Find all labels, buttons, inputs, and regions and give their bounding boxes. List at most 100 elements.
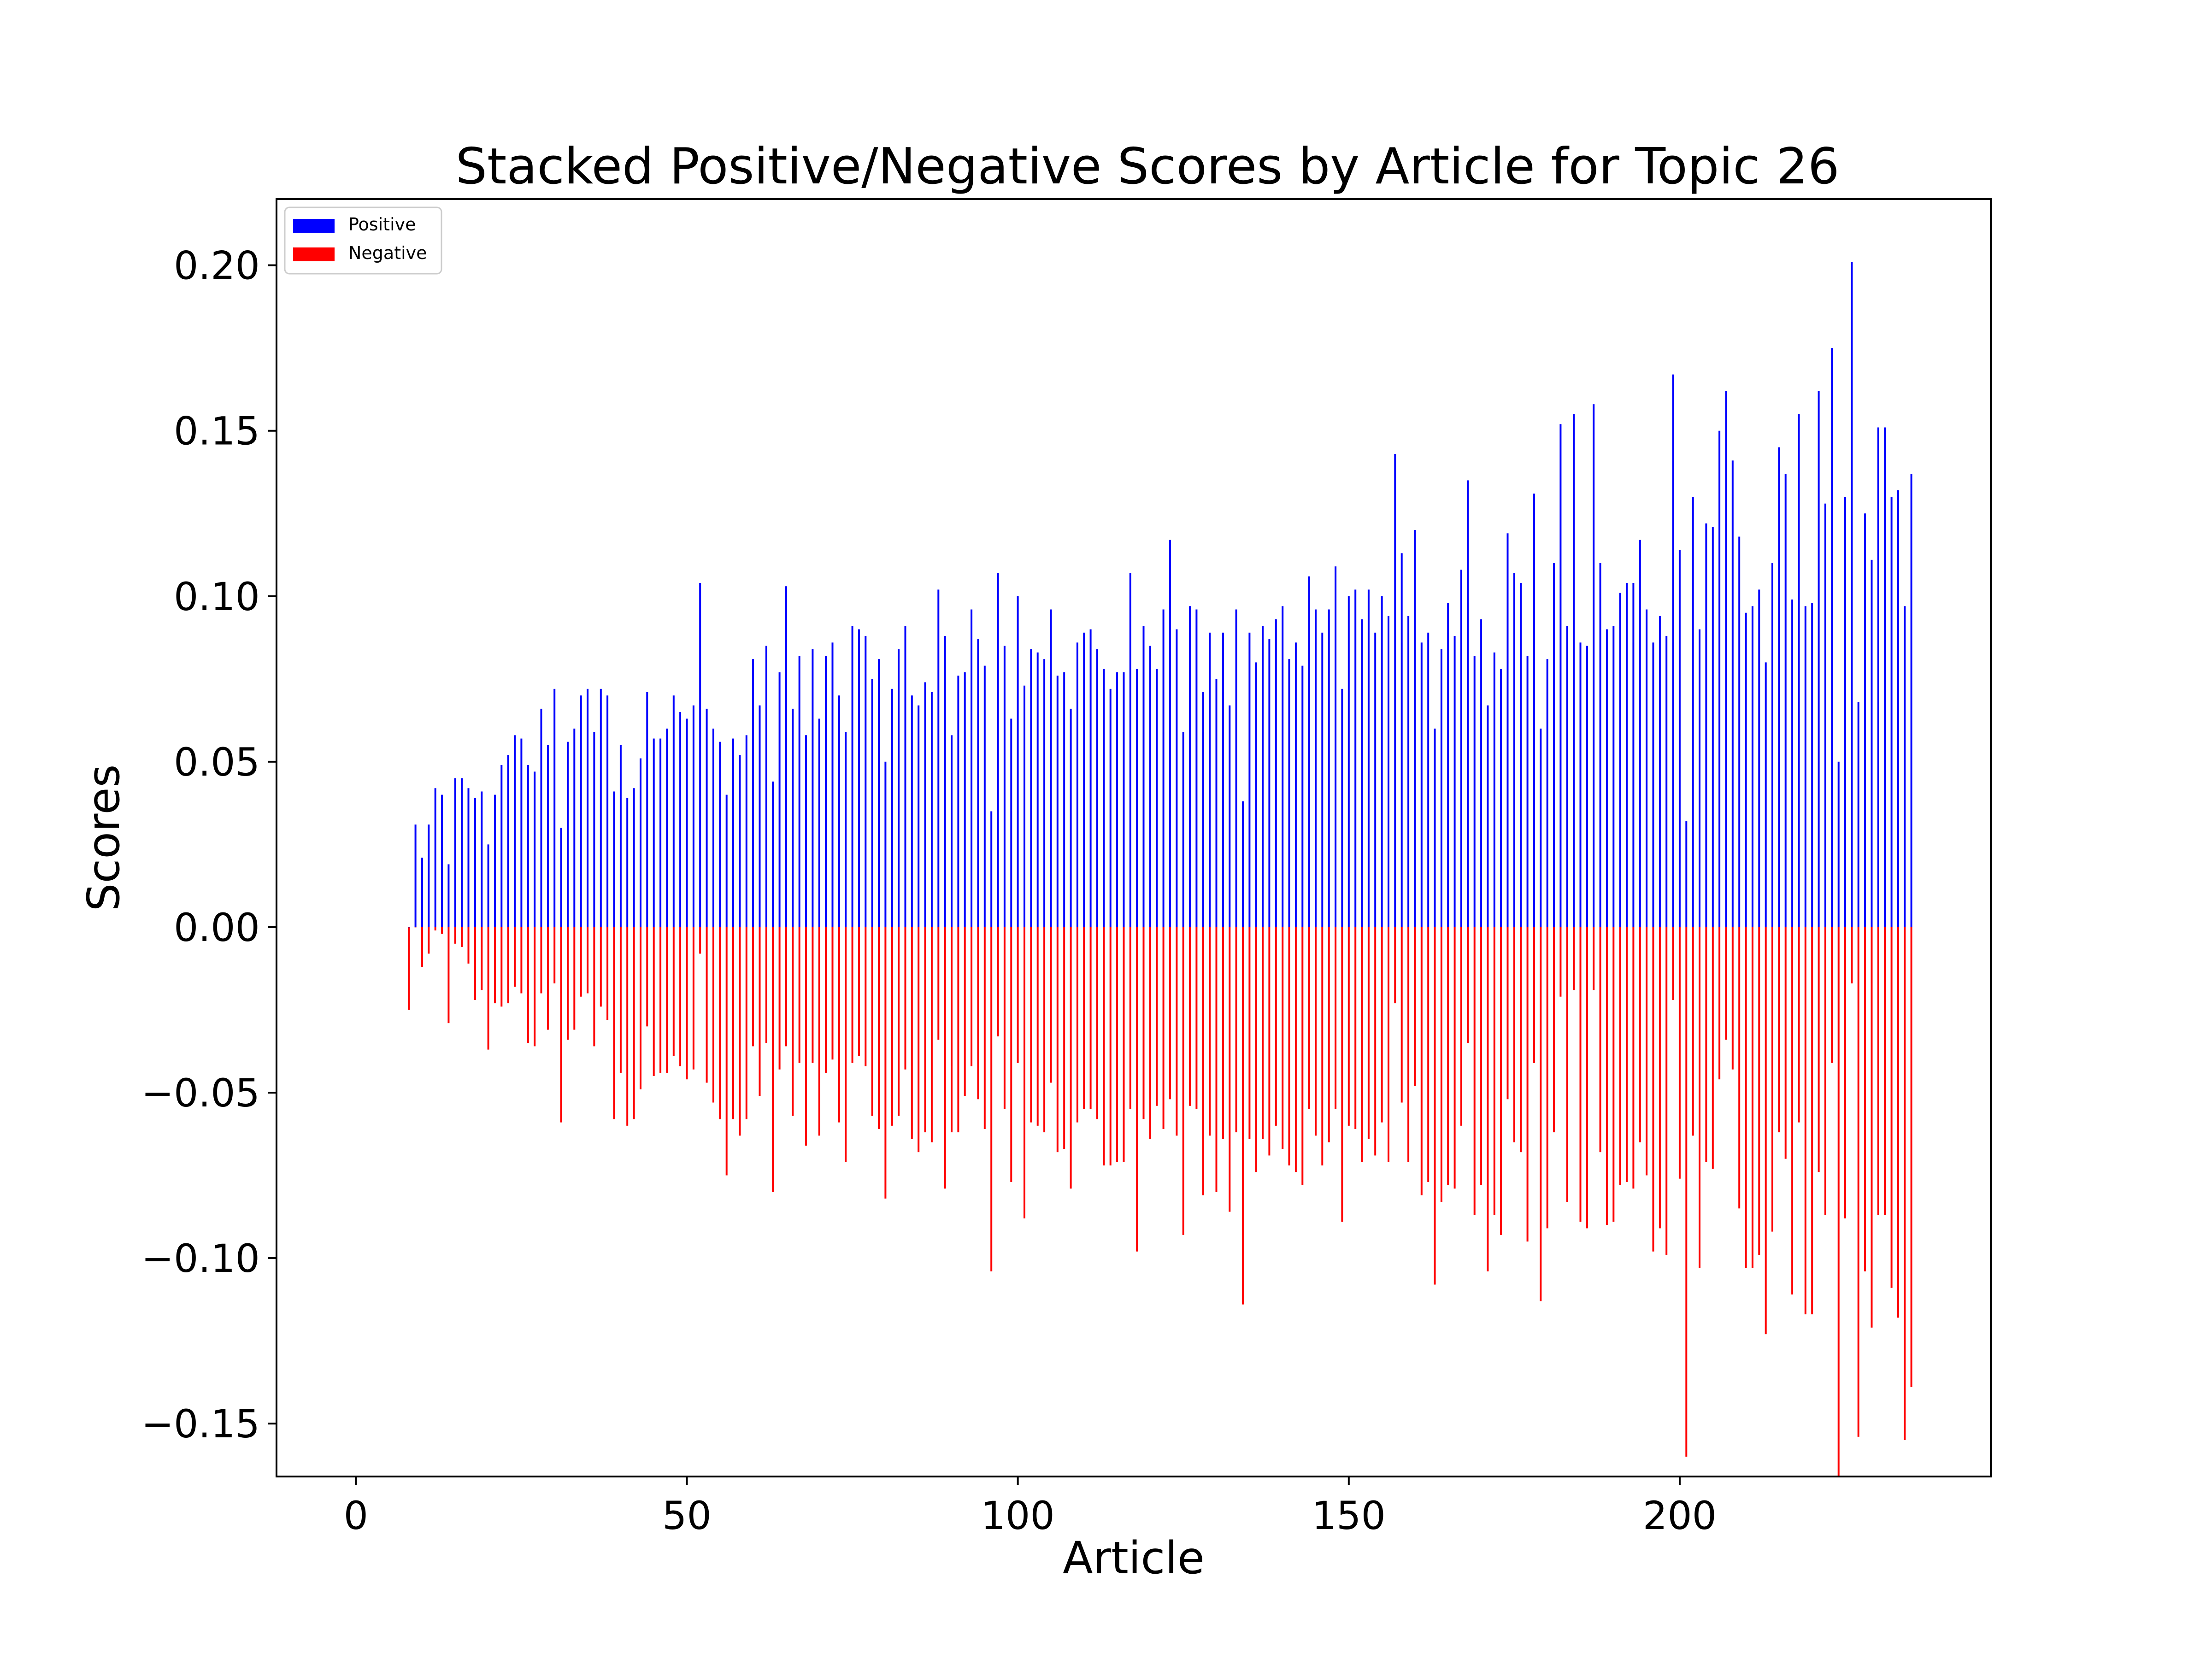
bar-negative bbox=[1282, 927, 1284, 1149]
bar-positive bbox=[1262, 626, 1264, 927]
bar-positive bbox=[1857, 702, 1859, 927]
bar-positive bbox=[878, 659, 880, 927]
bar-negative bbox=[1851, 927, 1853, 983]
bar-negative bbox=[619, 927, 622, 1073]
bar-negative bbox=[593, 927, 595, 1047]
y-axis: −0.15 −0.10 −0.05 0.00 0.05 0.10 0.15 0.20 bbox=[141, 243, 276, 1447]
bar-negative bbox=[937, 927, 940, 1040]
bar-positive bbox=[1718, 430, 1721, 927]
bar-positive bbox=[772, 781, 774, 927]
bar-positive bbox=[461, 778, 463, 927]
bar-positive bbox=[520, 738, 523, 927]
bar-positive bbox=[1851, 262, 1853, 927]
bar-negative bbox=[626, 927, 629, 1126]
bar-positive bbox=[1910, 474, 1912, 927]
bar-negative bbox=[421, 927, 423, 967]
bar-positive bbox=[1414, 530, 1416, 927]
bar-negative bbox=[858, 927, 860, 1056]
bar-negative bbox=[1156, 927, 1158, 1106]
bar-positive bbox=[1268, 639, 1271, 927]
bar-positive bbox=[646, 692, 648, 927]
bar-positive bbox=[1725, 391, 1727, 927]
bar-positive bbox=[1229, 705, 1231, 927]
bar-positive bbox=[865, 635, 867, 927]
bar-positive bbox=[1738, 536, 1741, 927]
bar-positive bbox=[1884, 427, 1886, 927]
bar-positive bbox=[1129, 573, 1131, 927]
bar-positive bbox=[1639, 540, 1641, 927]
bar-negative bbox=[1513, 927, 1515, 1142]
bar-negative bbox=[1824, 927, 1826, 1215]
bar-negative bbox=[514, 927, 516, 987]
bar-positive bbox=[1169, 540, 1171, 927]
bar-positive bbox=[421, 858, 423, 927]
bar-positive bbox=[1778, 447, 1780, 927]
bar-positive bbox=[1453, 635, 1456, 927]
bar-positive bbox=[725, 794, 728, 927]
bar-negative bbox=[838, 927, 840, 1123]
bar-positive bbox=[1493, 652, 1495, 927]
bar-positive bbox=[851, 626, 853, 927]
bar-positive bbox=[1460, 570, 1462, 927]
bar-positive bbox=[1579, 642, 1582, 927]
bar-positive bbox=[1434, 729, 1436, 927]
bar-negative bbox=[573, 927, 576, 1030]
bar-positive bbox=[1877, 427, 1879, 927]
bar-positive bbox=[1222, 632, 1224, 927]
bar-negative bbox=[534, 927, 536, 1047]
bar-positive bbox=[1705, 523, 1707, 927]
bar-positive bbox=[534, 771, 536, 927]
bar-negative bbox=[1884, 927, 1886, 1215]
bar-positive bbox=[1017, 596, 1019, 927]
bar-positive bbox=[547, 745, 549, 927]
bar-positive bbox=[560, 828, 562, 927]
y-tick-label: 0.15 bbox=[174, 409, 260, 454]
bar-positive bbox=[1242, 801, 1244, 927]
bar-negative bbox=[1897, 927, 1899, 1318]
bar-positive bbox=[745, 735, 747, 927]
bar-negative bbox=[1308, 927, 1310, 1109]
bar-positive bbox=[997, 573, 999, 927]
bar-positive bbox=[1831, 348, 1833, 927]
bar-negative bbox=[1804, 927, 1806, 1315]
bar-positive bbox=[633, 788, 635, 927]
bar-negative bbox=[1030, 927, 1032, 1123]
bar-positive bbox=[1632, 583, 1635, 927]
bar-negative bbox=[1758, 927, 1760, 1255]
bar-positive bbox=[1559, 424, 1562, 927]
bar-positive bbox=[428, 824, 430, 927]
bar-positive bbox=[805, 735, 807, 927]
bar-positive bbox=[798, 656, 800, 927]
bar-negative bbox=[1771, 927, 1773, 1232]
bar-positive bbox=[1526, 656, 1529, 927]
bar-negative bbox=[798, 927, 800, 1063]
bar-positive bbox=[1440, 649, 1442, 927]
bar-negative bbox=[732, 927, 734, 1119]
bar-negative bbox=[507, 927, 509, 1004]
x-tick-label: 0 bbox=[344, 1493, 368, 1538]
bar-negative bbox=[1328, 927, 1330, 1142]
bar-negative bbox=[1904, 927, 1906, 1440]
bar-positive bbox=[1202, 692, 1204, 927]
bar-positive bbox=[812, 649, 814, 927]
bar-positive bbox=[1890, 497, 1893, 927]
bar-positive bbox=[1553, 563, 1555, 927]
bar-positive bbox=[514, 735, 516, 927]
bar-positive bbox=[1606, 629, 1608, 927]
bar-negative bbox=[805, 927, 807, 1146]
bar-positive bbox=[1315, 609, 1317, 927]
bar-positive bbox=[1036, 652, 1039, 927]
bar-negative bbox=[1222, 927, 1224, 1139]
bar-negative bbox=[1487, 927, 1489, 1271]
bar-positive bbox=[825, 656, 827, 927]
bar-positive bbox=[1844, 497, 1846, 927]
bar-negative bbox=[1652, 927, 1654, 1252]
bar-negative bbox=[547, 927, 549, 1030]
bar-positive bbox=[918, 705, 920, 927]
bar-negative bbox=[408, 927, 410, 1010]
bar-negative bbox=[871, 927, 873, 1116]
bar-negative bbox=[441, 927, 443, 934]
bar-positive bbox=[1381, 596, 1383, 927]
bar-positive bbox=[891, 688, 893, 927]
bar-negative bbox=[898, 927, 900, 1116]
